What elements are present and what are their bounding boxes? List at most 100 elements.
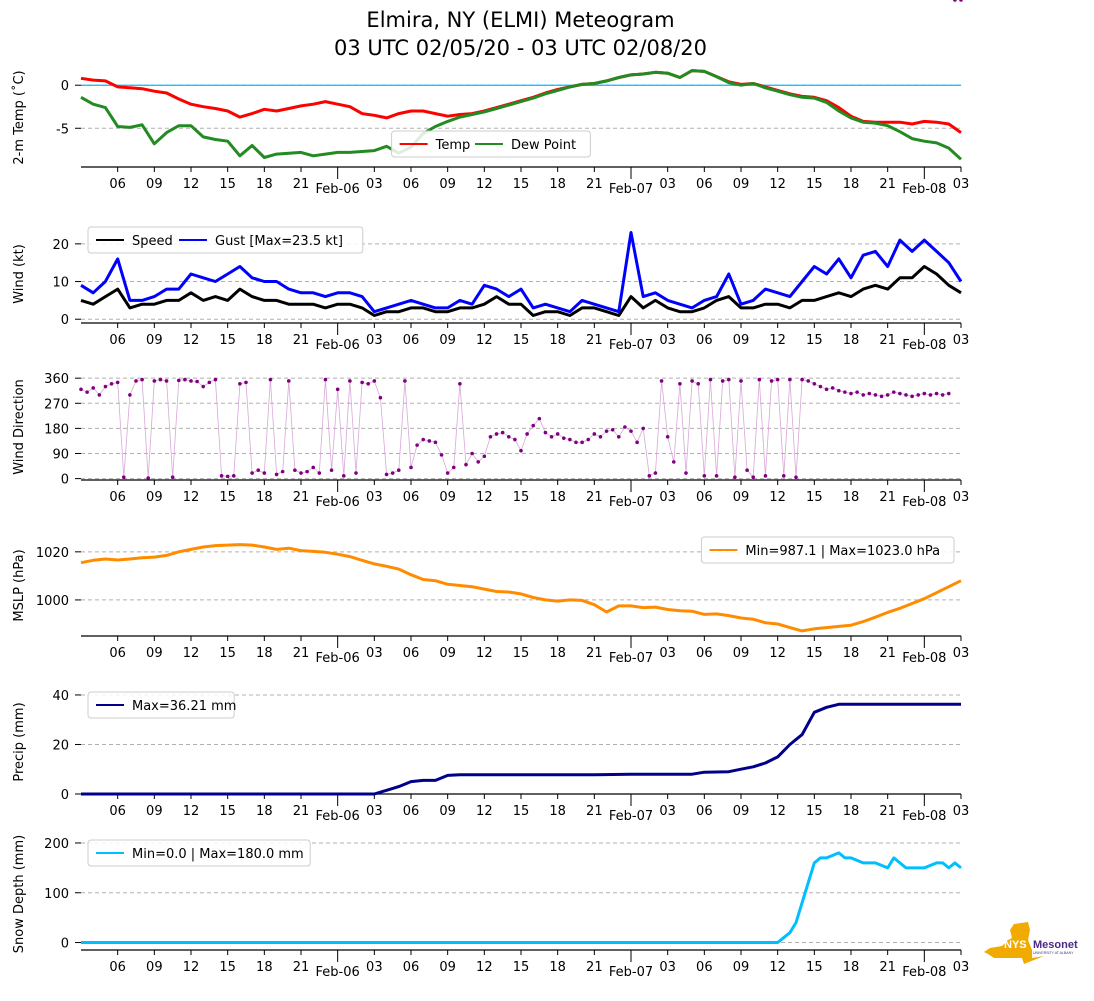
y-tick-label: 0 (61, 788, 69, 803)
data-point (934, 391, 939, 396)
data-point (250, 471, 254, 475)
data-point (396, 468, 401, 473)
data-point (879, 394, 884, 399)
x-tick-label: 18 (843, 960, 860, 975)
data-point (164, 379, 169, 383)
data-point (959, 0, 963, 2)
x-tick-label: 18 (549, 177, 566, 192)
series-line-max=36.21 (81, 702, 961, 796)
data-point (751, 475, 756, 480)
x-tick-label: 09 (733, 646, 750, 661)
data-point (818, 384, 823, 389)
data-point (354, 471, 358, 475)
x-tick-label: 12 (183, 333, 200, 348)
y-tick-label: 0 (61, 937, 69, 952)
x-tick-label: Feb-07 (609, 338, 653, 353)
x-tick-label: 18 (256, 646, 273, 661)
x-tick-label: Feb-06 (316, 809, 360, 824)
x-tick-label: 09 (733, 490, 750, 505)
x-tick-label: 18 (549, 490, 566, 505)
x-tick-label: Feb-06 (316, 965, 360, 980)
x-tick-label: 21 (293, 177, 310, 192)
data-point (555, 432, 560, 436)
data-point (635, 440, 639, 445)
x-tick-label: 03 (659, 490, 676, 505)
data-point (867, 391, 872, 396)
y-tick-label: 90 (52, 448, 69, 463)
data-point (788, 377, 792, 382)
data-point (91, 386, 96, 390)
x-tick-label: 12 (769, 333, 786, 348)
data-point (702, 474, 707, 478)
x-tick-label: Feb-08 (902, 651, 946, 666)
data-point (592, 432, 597, 436)
x-tick-label: 18 (843, 333, 860, 348)
data-point (806, 379, 811, 383)
data-point (843, 390, 847, 394)
x-tick-label: 03 (366, 490, 383, 505)
x-tick-label: 18 (843, 177, 860, 192)
data-point (861, 393, 866, 397)
data-point (684, 471, 688, 475)
x-tick-label: 03 (659, 960, 676, 975)
x-tick-label: 12 (476, 804, 493, 819)
y-axis-label: Wind Direction (12, 379, 27, 475)
data-point (910, 394, 914, 399)
data-point (317, 471, 322, 475)
x-tick-label: 09 (439, 804, 456, 819)
data-point (574, 440, 578, 445)
data-point (506, 434, 511, 439)
x-tick-label: 06 (696, 490, 713, 505)
data-point (128, 393, 132, 397)
panel-3: 1000 1020 06 09 12 15 18 21 Feb-06 03 06 09 12 15 18 21… (12, 536, 969, 666)
x-tick-label: 21 (586, 804, 603, 819)
data-point (189, 379, 193, 383)
x-tick-label: 03 (659, 804, 676, 819)
data-point (800, 377, 804, 382)
data-point (451, 465, 456, 470)
x-tick-label: 03 (366, 960, 383, 975)
x-tick-label: 18 (549, 804, 566, 819)
x-tick-label: 18 (843, 490, 860, 505)
data-point (238, 381, 242, 386)
x-tick-label: 12 (769, 804, 786, 819)
title-line-1: Elmira, NY (ELMI) Meteogram (366, 8, 675, 32)
data-point (256, 468, 261, 473)
x-tick-label: 12 (476, 333, 493, 348)
x-tick-label: 15 (513, 490, 530, 505)
x-tick-label: 21 (586, 960, 603, 975)
y-tick-label: 1000 (36, 594, 69, 609)
y-axis-label: Precip (mm) (12, 702, 27, 781)
x-tick-label: 15 (513, 960, 530, 975)
x-tick-label: 06 (109, 646, 126, 661)
x-tick-label: 06 (403, 960, 420, 975)
series-line-min=987.1 (80, 543, 962, 633)
legend-label: Min=0.0 | Max=180.0 mm (132, 847, 304, 862)
data-point (293, 468, 297, 473)
series-line-gust (80, 231, 963, 314)
logo-nys-text: NYS (1004, 939, 1027, 951)
data-point (390, 471, 395, 475)
x-tick-label: 18 (256, 490, 273, 505)
x-tick-label: 03 (366, 646, 383, 661)
x-tick-label: 21 (586, 177, 603, 192)
x-tick-label: 09 (146, 490, 163, 505)
data-point (561, 436, 566, 440)
data-point (513, 437, 517, 442)
data-point (134, 379, 138, 383)
x-tick-label: 03 (953, 333, 970, 348)
x-tick-label: 03 (366, 177, 383, 192)
data-point (849, 391, 853, 396)
data-point (745, 468, 749, 473)
data-point (311, 465, 316, 470)
data-point (647, 474, 652, 478)
data-point (274, 472, 279, 477)
data-point (873, 393, 878, 397)
data-point (659, 379, 664, 383)
x-tick-label: 15 (806, 333, 823, 348)
legend-box (87, 839, 311, 867)
data-point (231, 474, 236, 478)
x-tick-label: 06 (696, 177, 713, 192)
series-line-dew (80, 69, 963, 161)
data-point (445, 471, 450, 475)
